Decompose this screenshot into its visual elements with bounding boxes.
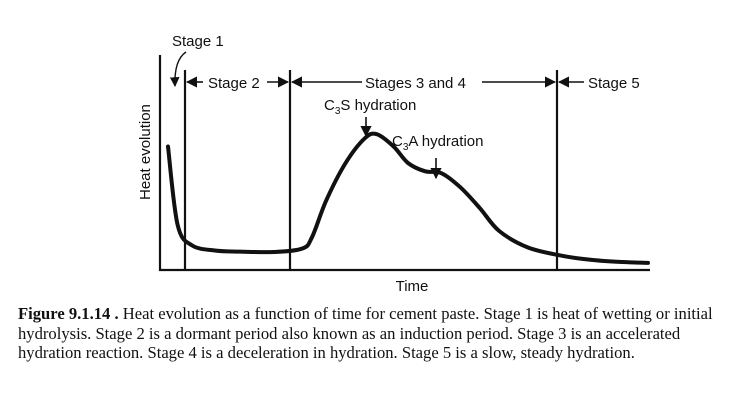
x-axis-label: Time xyxy=(396,278,429,295)
c3a-annotation: C3A hydration xyxy=(392,133,483,153)
caption-text: Heat evolution as a function of time for… xyxy=(18,304,713,362)
c3s-annotation: C3S hydration xyxy=(324,97,416,117)
stage1-label: Stage 1 xyxy=(172,33,224,50)
stage5-label: Stage 5 xyxy=(588,75,640,92)
stage2-label: Stage 2 xyxy=(208,75,260,92)
stage1-arrow xyxy=(169,51,187,87)
figure-caption: Figure 9.1.14 . Heat evolution as a func… xyxy=(18,304,746,363)
stage34-label: Stages 3 and 4 xyxy=(365,75,466,92)
caption-label: Figure 9.1.14 . xyxy=(18,304,119,323)
heat-evolution-curve xyxy=(166,131,650,265)
heat-evolution-chart: Stage 2 Stages 3 and 4 Stage 5 Stage 1 C… xyxy=(137,33,650,295)
y-axis-label: Heat evolution xyxy=(137,104,154,200)
